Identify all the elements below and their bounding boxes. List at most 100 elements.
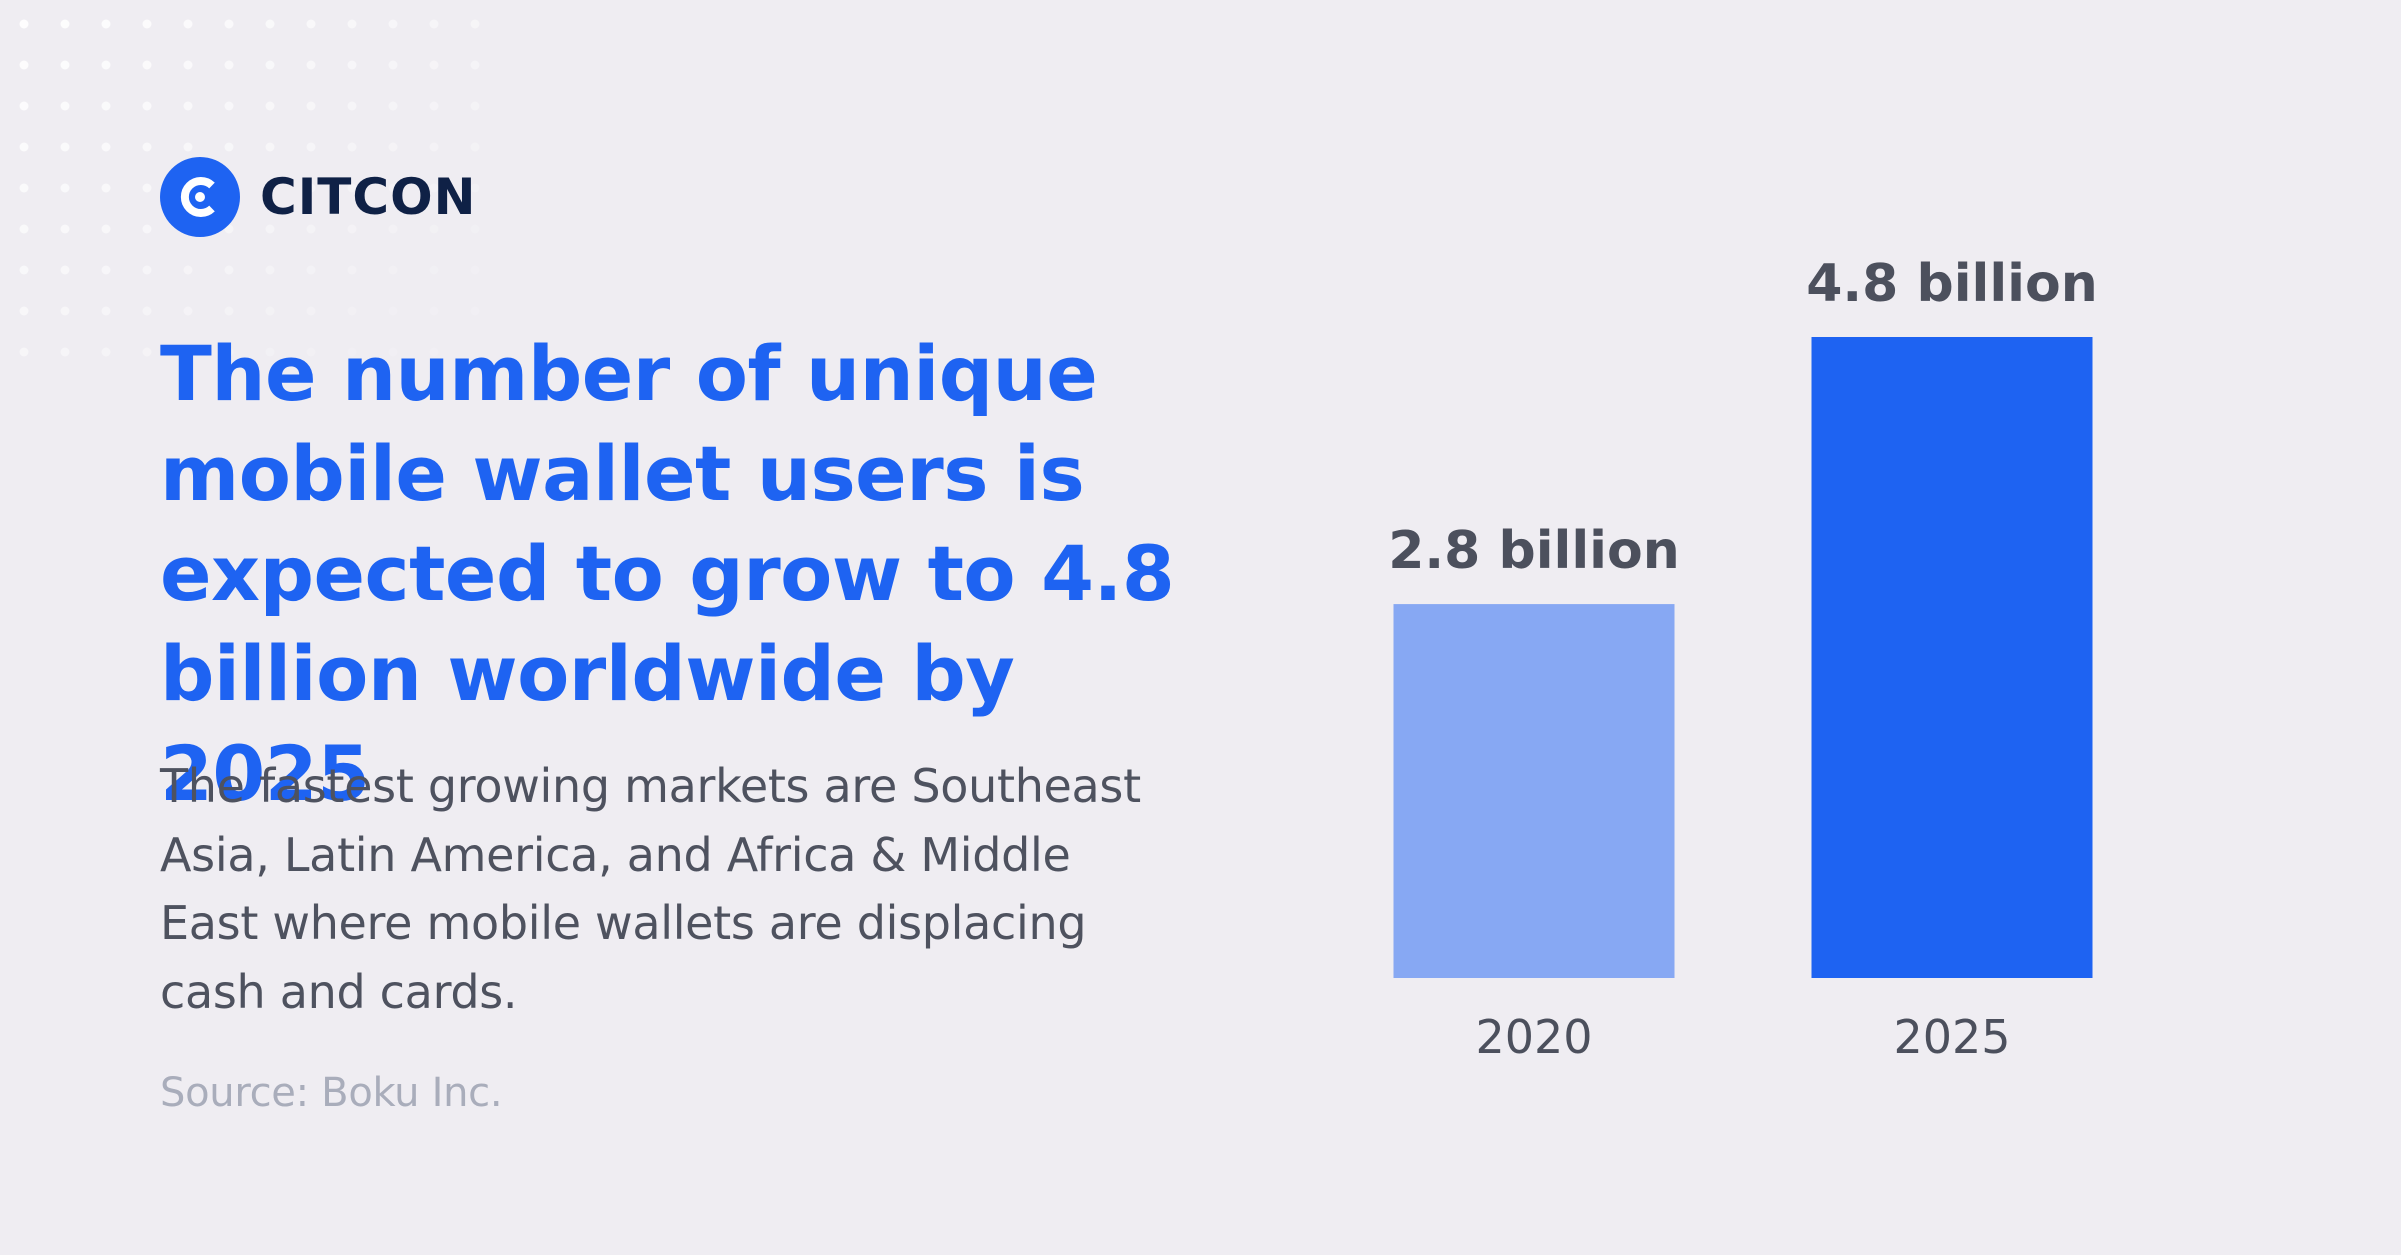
- decorative-dot: [183, 19, 193, 29]
- decorative-dot: [347, 183, 357, 193]
- decorative-dot: [429, 347, 439, 357]
- brand-logo: C CITCON: [160, 157, 476, 237]
- decorative-dot: [183, 265, 193, 275]
- decorative-dot: [224, 142, 234, 152]
- decorative-dot: [265, 183, 275, 193]
- decorative-dot: [470, 60, 480, 70]
- decorative-dot: [388, 101, 398, 111]
- decorative-dot: [142, 60, 152, 70]
- body-text: The fastest growing markets are Southeas…: [160, 759, 1141, 1019]
- decorative-dot: [388, 19, 398, 29]
- decorative-dot: [470, 101, 480, 111]
- decorative-dot: [19, 183, 29, 193]
- decorative-dot: [142, 142, 152, 152]
- source-note: Source: Boku Inc.: [160, 1070, 503, 1116]
- decorative-dot: [388, 224, 398, 234]
- bar-value-label: 2.8 billion: [1388, 521, 1679, 581]
- decorative-dot: [224, 60, 234, 70]
- decorative-dot: [19, 101, 29, 111]
- decorative-dot: [388, 183, 398, 193]
- decorative-dot: [306, 265, 316, 275]
- decorative-dot: [224, 265, 234, 275]
- decorative-dot: [183, 142, 193, 152]
- decorative-dot: [388, 306, 398, 316]
- decorative-dot: [429, 306, 439, 316]
- decorative-dot: [60, 60, 70, 70]
- decorative-dot: [101, 19, 111, 29]
- decorative-dot: [347, 19, 357, 29]
- decorative-dot: [224, 19, 234, 29]
- decorative-dot: [470, 183, 480, 193]
- decorative-dot: [101, 142, 111, 152]
- decorative-dot: [101, 101, 111, 111]
- decorative-dot: [183, 306, 193, 316]
- decorative-dot: [19, 265, 29, 275]
- decorative-dot: [470, 265, 480, 275]
- decorative-dot: [347, 224, 357, 234]
- decorative-dot: [470, 224, 480, 234]
- decorative-dot: [101, 60, 111, 70]
- decorative-dot: [19, 60, 29, 70]
- decorative-dot: [347, 347, 357, 357]
- decorative-dot: [60, 347, 70, 357]
- decorative-dot: [224, 224, 234, 234]
- decorative-dot: [429, 265, 439, 275]
- decorative-dot: [101, 347, 111, 357]
- decorative-dot: [265, 19, 275, 29]
- decorative-dot: [265, 306, 275, 316]
- decorative-dot: [306, 19, 316, 29]
- decorative-dot: [347, 265, 357, 275]
- decorative-dot: [470, 306, 480, 316]
- decorative-dot: [142, 347, 152, 357]
- decorative-dot: [183, 347, 193, 357]
- decorative-dot: [306, 306, 316, 316]
- decorative-dot: [265, 142, 275, 152]
- decorative-dot: [19, 19, 29, 29]
- decorative-dot: [60, 19, 70, 29]
- decorative-dot: [429, 224, 439, 234]
- dot-pattern-decoration: [19, 19, 480, 357]
- decorative-dot: [429, 183, 439, 193]
- citcon-logo-icon: C: [160, 157, 240, 237]
- decorative-dot: [388, 347, 398, 357]
- decorative-dot: [306, 142, 316, 152]
- decorative-dot: [306, 60, 316, 70]
- decorative-dot: [60, 265, 70, 275]
- decorative-dot: [265, 224, 275, 234]
- decorative-dot: [429, 60, 439, 70]
- decorative-dot: [183, 60, 193, 70]
- headline: The number of unique mobile wallet users…: [160, 329, 1175, 818]
- decorative-dot: [306, 183, 316, 193]
- decorative-dot: [60, 306, 70, 316]
- decorative-dot: [142, 224, 152, 234]
- bar-2020: [1393, 604, 1675, 978]
- decorative-dot: [347, 306, 357, 316]
- decorative-dot: [388, 265, 398, 275]
- decorative-dot: [101, 265, 111, 275]
- decorative-dot: [306, 347, 316, 357]
- decorative-dot: [19, 347, 29, 357]
- decorative-dot: [470, 142, 480, 152]
- decorative-dot: [265, 101, 275, 111]
- bar-value-label: 4.8 billion: [1806, 254, 2097, 314]
- decorative-dot: [224, 306, 234, 316]
- decorative-dot: [60, 183, 70, 193]
- decorative-dot: [142, 183, 152, 193]
- decorative-dot: [224, 347, 234, 357]
- decorative-dot: [224, 101, 234, 111]
- decorative-dot: [142, 101, 152, 111]
- decorative-dot: [306, 224, 316, 234]
- decorative-dot: [101, 224, 111, 234]
- decorative-dot: [429, 19, 439, 29]
- decorative-dot: [429, 101, 439, 111]
- decorative-dot: [60, 142, 70, 152]
- x-tick-label: 2020: [1475, 1010, 1592, 1064]
- decorative-dot: [60, 101, 70, 111]
- decorative-dot: [306, 101, 316, 111]
- decorative-dot: [60, 224, 70, 234]
- decorative-dot: [265, 265, 275, 275]
- decorative-dot: [347, 101, 357, 111]
- x-tick-label: 2025: [1893, 1010, 2010, 1064]
- decorative-dot: [142, 265, 152, 275]
